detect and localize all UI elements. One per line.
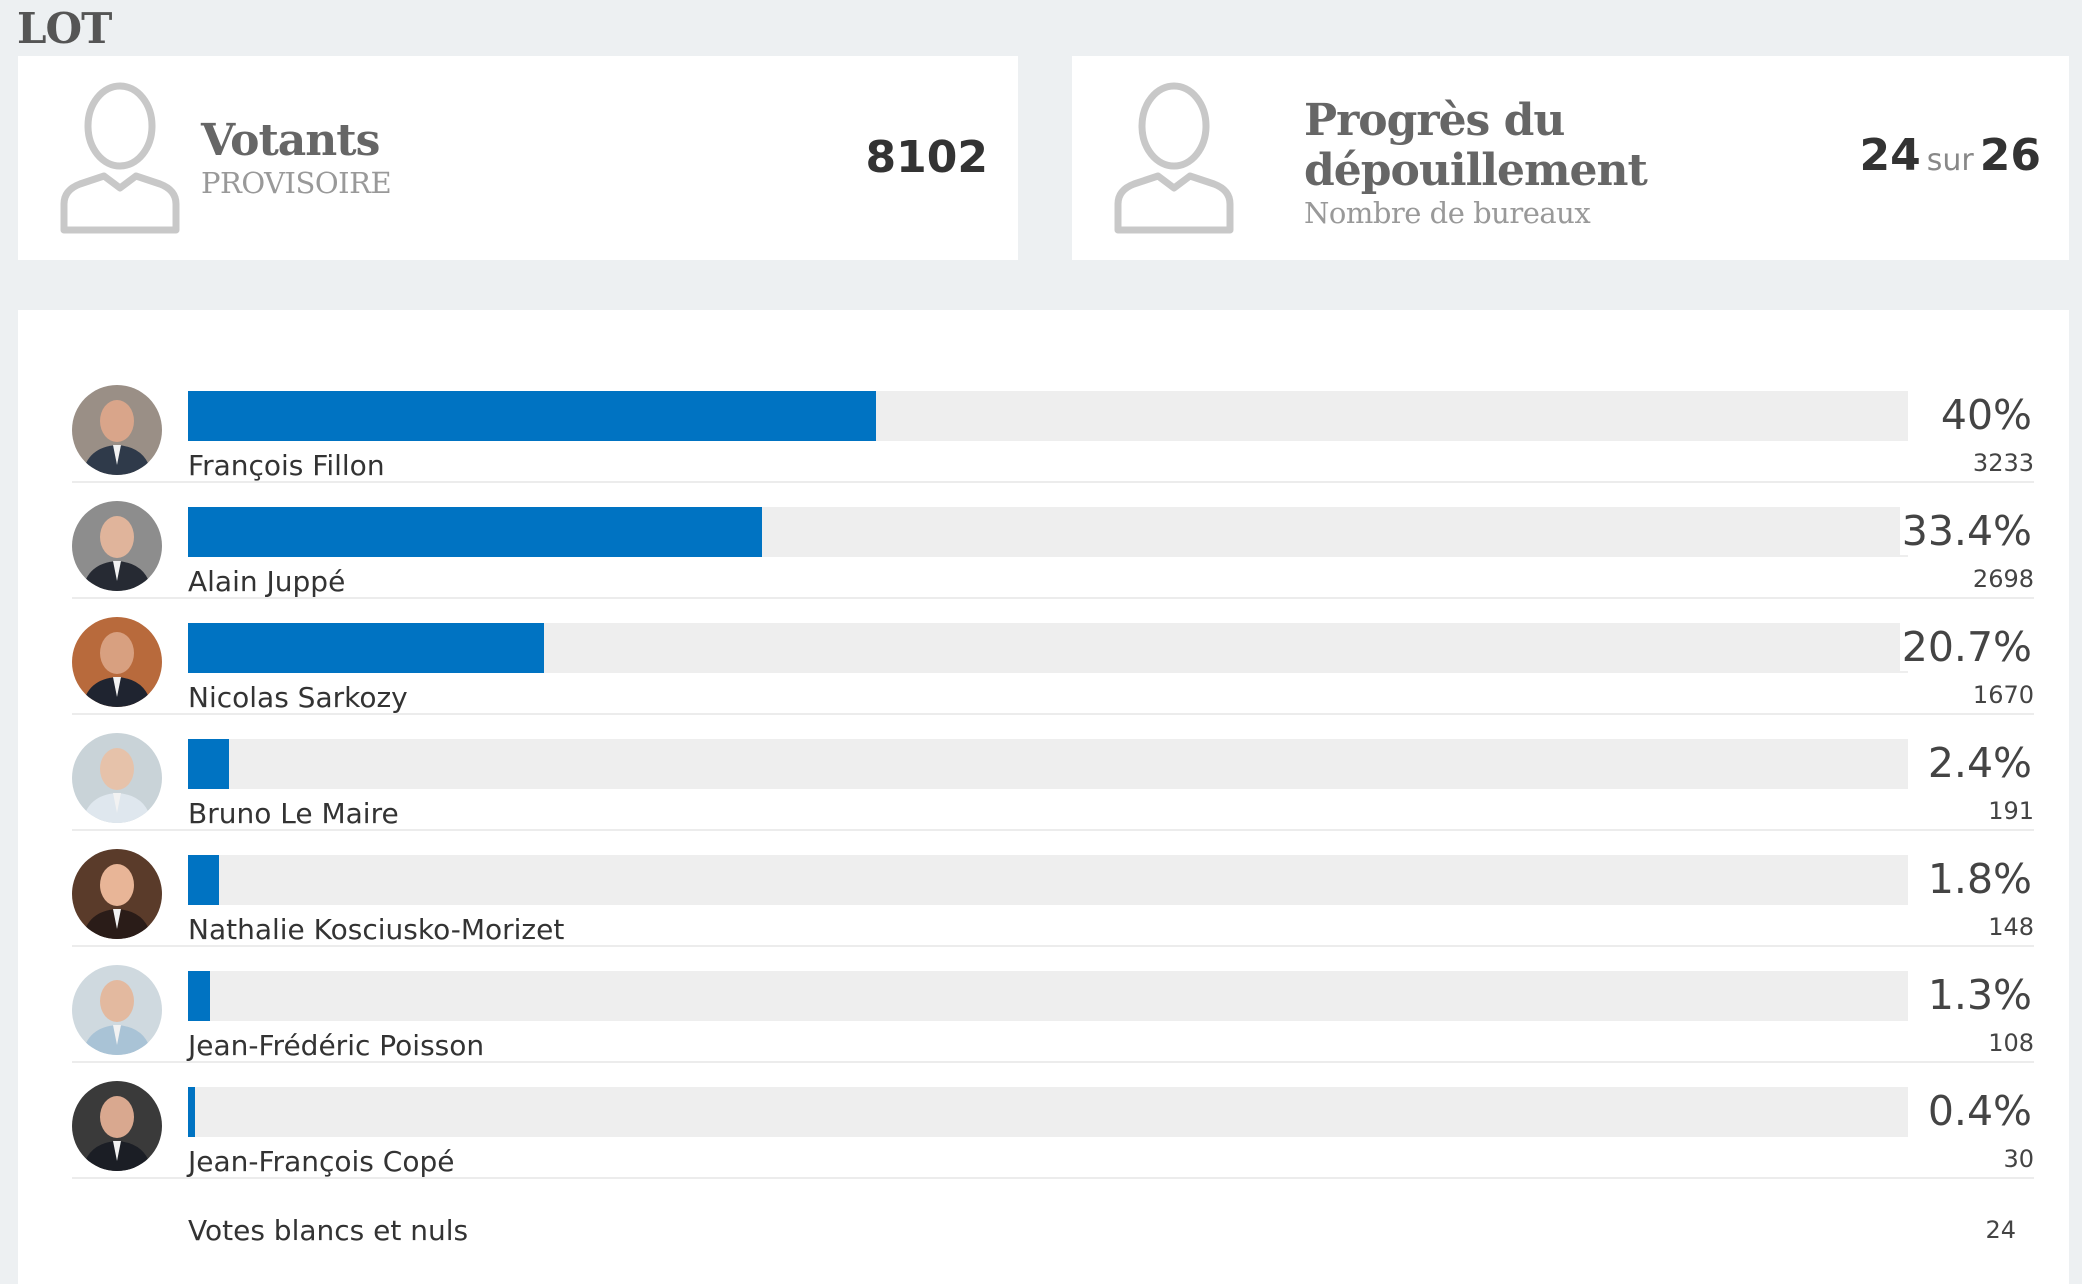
votants-person-icon — [60, 82, 180, 234]
candidate-votes: 30 — [2003, 1145, 2034, 1173]
progres-sep: sur — [1926, 143, 1974, 178]
bar-fill — [188, 855, 219, 905]
bar-track — [188, 1087, 1908, 1137]
candidate-name: Jean-François Copé — [188, 1145, 455, 1178]
candidate-name: Nicolas Sarkozy — [188, 681, 408, 714]
progres-title: Progrès du dépouillement — [1304, 95, 1648, 196]
blancs-label: Votes blancs et nuls — [188, 1214, 469, 1247]
candidate-name: Alain Juppé — [188, 565, 346, 598]
bar-track — [188, 391, 1908, 441]
bar-fill — [188, 739, 229, 789]
progres-text: Progrès du dépouillement Nombre de burea… — [1304, 95, 1764, 231]
candidate-name: Nathalie Kosciusko-Morizet — [188, 913, 565, 946]
bar-track — [188, 971, 1908, 1021]
votants-subtitle: PROVISOIRE — [201, 166, 392, 200]
region-title: LOT — [17, 4, 112, 53]
candidate-votes: 1670 — [1972, 681, 2034, 709]
bar-track — [188, 507, 1908, 557]
votants-card: Votants PROVISOIRE 8102 — [18, 56, 1018, 260]
candidate-row: Jean-Frédéric Poisson 1.3% 108 — [72, 945, 2034, 1063]
candidate-name: Bruno Le Maire — [188, 797, 399, 830]
candidate-row: François Fillon 40% 3233 — [72, 365, 2034, 483]
results-panel: François Fillon 40% 3233 Alain Juppé 33.4% 26… — [18, 310, 2069, 1284]
candidate-votes: 191 — [1988, 797, 2034, 825]
bar-track — [188, 623, 1908, 673]
avatar-bruno-le-maire — [72, 733, 162, 823]
bar-track — [188, 739, 1908, 789]
candidate-votes: 148 — [1988, 913, 2034, 941]
blancs-value: 24 — [1985, 1216, 2016, 1244]
progres-person-icon — [1114, 82, 1234, 234]
avatar-nathalie-kosciusko-morizet — [72, 849, 162, 939]
avatar-jean-frederic-poisson — [72, 965, 162, 1055]
progres-subtitle: Nombre de bureaux — [1304, 196, 1591, 230]
votants-count: 8102 — [865, 132, 988, 183]
bar-fill — [188, 623, 544, 673]
bar-fill — [188, 391, 876, 441]
candidate-row: Nicolas Sarkozy 20.7% 1670 — [72, 597, 2034, 715]
avatar-francois-fillon — [72, 385, 162, 475]
bar-fill — [188, 1087, 195, 1137]
candidate-percent: 20.7% — [1899, 623, 2032, 671]
progres-done: 24 — [1859, 130, 1921, 181]
candidate-percent: 1.8% — [1925, 855, 2032, 903]
candidate-row: Nathalie Kosciusko-Morizet 1.8% 148 — [72, 829, 2034, 947]
candidate-percent: 33.4% — [1899, 507, 2032, 555]
candidate-votes: 108 — [1988, 1029, 2034, 1057]
candidate-percent: 2.4% — [1925, 739, 2032, 787]
votants-text: Votants PROVISOIRE — [201, 115, 392, 201]
candidate-name: Jean-Frédéric Poisson — [188, 1029, 485, 1062]
avatar-jean-francois-cope — [72, 1081, 162, 1171]
candidate-row: Jean-François Copé 0.4% 30 — [72, 1061, 2034, 1179]
candidate-row: Alain Juppé 33.4% 2698 — [72, 481, 2034, 599]
progres-total: 26 — [1979, 130, 2041, 181]
progres-card: Progrès du dépouillement Nombre de burea… — [1072, 56, 2069, 260]
avatar-nicolas-sarkozy — [72, 617, 162, 707]
candidate-percent: 40% — [1938, 391, 2032, 439]
candidate-votes: 3233 — [1972, 449, 2034, 477]
avatar-alain-juppe — [72, 501, 162, 591]
bar-fill — [188, 507, 762, 557]
candidate-name: François Fillon — [188, 449, 385, 482]
bar-track — [188, 855, 1908, 905]
candidate-votes: 2698 — [1972, 565, 2034, 593]
bar-fill — [188, 971, 210, 1021]
candidate-percent: 1.3% — [1925, 971, 2032, 1019]
candidate-row: Bruno Le Maire 2.4% 191 — [72, 713, 2034, 831]
progres-count: 24 sur 26 — [1860, 130, 2041, 181]
candidate-percent: 0.4% — [1925, 1087, 2032, 1135]
votants-title: Votants — [201, 115, 380, 166]
